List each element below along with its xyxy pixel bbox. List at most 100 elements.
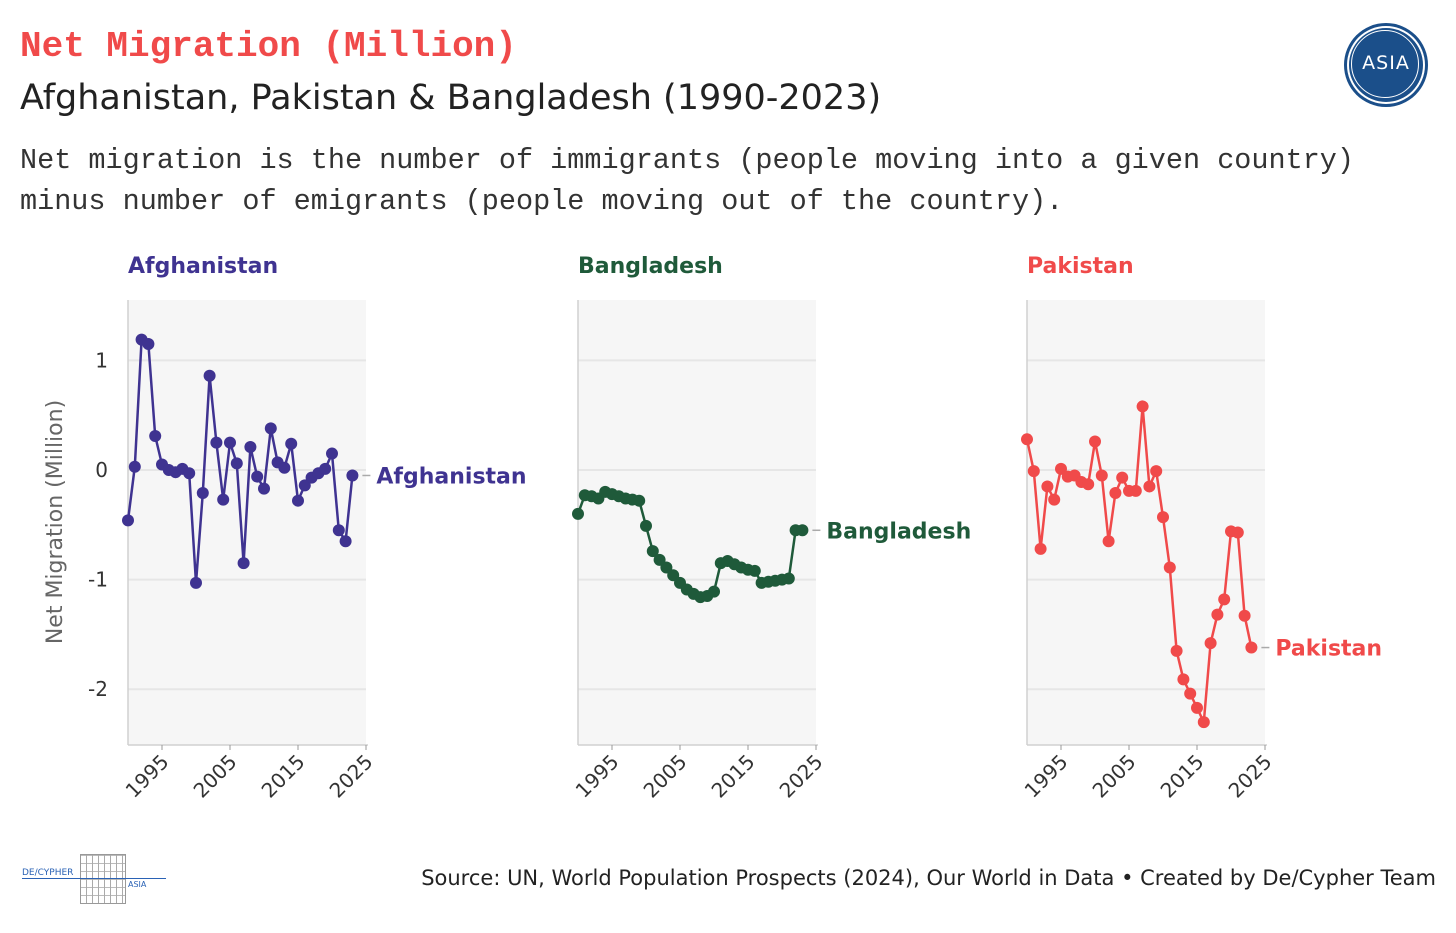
data-point xyxy=(203,369,216,382)
data-point xyxy=(196,487,209,500)
y-tick-label: 1 xyxy=(95,348,108,372)
x-tick-label: 2005 xyxy=(639,750,692,803)
data-point xyxy=(1116,471,1129,484)
data-point xyxy=(339,535,352,548)
y-tick-label: -2 xyxy=(88,677,108,701)
data-point xyxy=(796,524,809,537)
data-point xyxy=(653,553,666,566)
data-point xyxy=(667,569,680,582)
x-tick-label: 2005 xyxy=(189,750,242,803)
data-point xyxy=(251,470,264,483)
data-point xyxy=(1102,535,1115,548)
source-note: Source: UN, World Population Prospects (… xyxy=(421,866,1436,890)
panel-background xyxy=(1027,300,1265,745)
data-point xyxy=(224,436,236,449)
panel-background xyxy=(578,300,816,745)
data-point xyxy=(1150,465,1163,478)
data-point xyxy=(230,457,243,470)
chart-title: Net Migration (Million) xyxy=(20,26,517,67)
series-end-label: Pakistan xyxy=(1275,637,1382,662)
data-point xyxy=(346,469,359,482)
data-point xyxy=(1027,465,1040,478)
data-point xyxy=(237,557,250,570)
data-point xyxy=(1177,673,1190,686)
panel-title: Afghanistan xyxy=(128,254,278,279)
x-tick-label: 1995 xyxy=(121,750,174,803)
small-multiples-chart: Net Migration (Million) 1 0 -1 -2 1995 2005 201… xyxy=(43,254,1382,803)
data-point xyxy=(278,461,291,474)
x-tick-label: 2015 xyxy=(257,750,310,803)
data-point xyxy=(1034,542,1047,555)
data-point xyxy=(1184,687,1197,700)
brand-right-text: ASIA xyxy=(128,880,147,889)
data-point xyxy=(1082,478,1095,491)
data-point xyxy=(1231,526,1244,539)
x-tick-label: 2025 xyxy=(775,750,828,803)
data-point xyxy=(708,585,720,598)
data-point xyxy=(1163,561,1176,574)
data-point xyxy=(332,524,345,537)
data-point xyxy=(1170,644,1183,657)
data-point xyxy=(1211,608,1224,621)
data-point xyxy=(1055,462,1067,475)
y-tick-label: 0 xyxy=(95,458,108,482)
data-point xyxy=(1095,469,1108,482)
data-point xyxy=(258,482,270,495)
data-point xyxy=(285,437,298,450)
data-point xyxy=(1204,637,1217,650)
data-point xyxy=(646,545,659,558)
logo-ring xyxy=(1351,30,1419,98)
brand-divider xyxy=(22,878,166,879)
data-point xyxy=(142,337,155,350)
data-point xyxy=(210,436,223,449)
data-point xyxy=(1143,480,1156,493)
data-point xyxy=(298,479,311,492)
data-point xyxy=(1136,400,1149,413)
data-point xyxy=(122,514,134,527)
x-tick-label: 1995 xyxy=(571,750,624,803)
data-point xyxy=(190,576,202,589)
data-point xyxy=(264,422,277,435)
data-point xyxy=(292,494,304,507)
maze-icon xyxy=(80,854,126,904)
y-axis-label: Net Migration (Million) xyxy=(43,400,68,644)
data-point xyxy=(183,467,196,480)
x-tick-label: 2025 xyxy=(1224,750,1277,803)
panel-title: Bangladesh xyxy=(578,254,723,279)
x-tick-label: 2005 xyxy=(1088,750,1141,803)
x-tick-label: 2015 xyxy=(707,750,760,803)
data-point xyxy=(1157,511,1169,524)
x-tick-label: 2015 xyxy=(1156,750,1209,803)
x-tick-label: 2025 xyxy=(325,750,378,803)
data-point xyxy=(326,447,338,460)
data-point xyxy=(217,493,230,506)
series-end-label: Bangladesh xyxy=(826,519,971,544)
data-point xyxy=(633,494,646,507)
data-point xyxy=(1238,609,1251,622)
panel-title: Pakistan xyxy=(1027,254,1134,279)
data-point xyxy=(244,440,257,453)
data-point xyxy=(1129,484,1142,497)
data-point xyxy=(748,564,761,577)
data-point xyxy=(1191,701,1203,714)
data-point xyxy=(1021,433,1033,446)
data-point xyxy=(572,507,584,520)
x-tick-label: 1995 xyxy=(1020,750,1073,803)
data-point xyxy=(640,519,652,532)
data-point xyxy=(1041,480,1054,493)
data-point xyxy=(149,430,162,443)
brand-left-text: DE/CYPHER xyxy=(22,868,74,878)
data-point xyxy=(319,462,332,475)
chart-description: Net migration is the number of immigrant… xyxy=(20,144,1355,218)
decypher-brand-logo: DE/CYPHER ASIA xyxy=(22,852,172,908)
logo-text: ASIA xyxy=(1362,52,1410,74)
data-point xyxy=(782,572,795,585)
series-end-label: Afghanistan xyxy=(376,464,526,489)
y-tick-label: -1 xyxy=(88,568,108,592)
data-point xyxy=(1245,641,1258,654)
data-point xyxy=(660,561,673,574)
data-point xyxy=(128,460,141,473)
data-point xyxy=(1089,435,1101,448)
data-point xyxy=(1218,593,1231,606)
chart-subtitle: Afghanistan, Pakistan & Bangladesh (1990… xyxy=(20,78,882,118)
